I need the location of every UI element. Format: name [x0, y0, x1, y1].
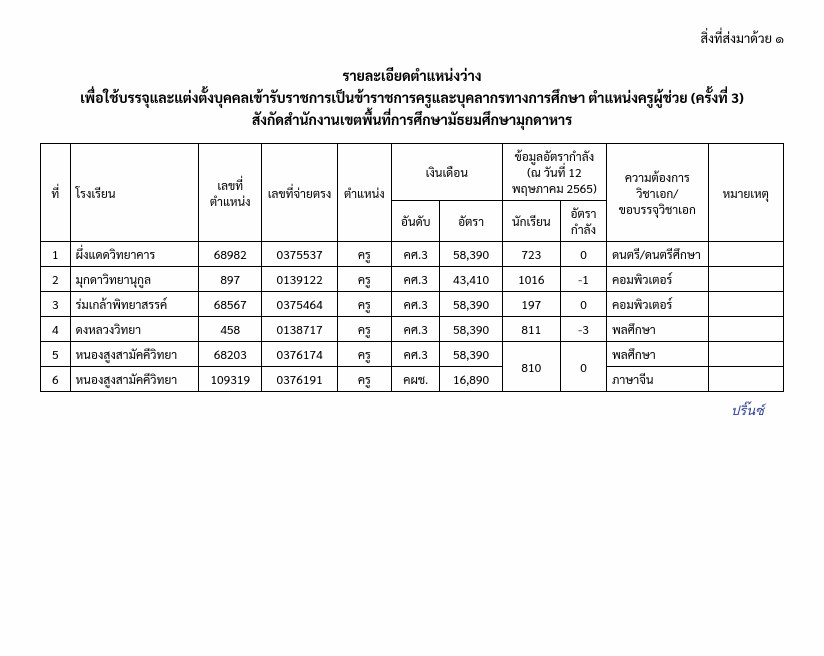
table-row: 2 มุกดาวิทยานุกูล 897 0139122 ครู คศ.3 4… [41, 267, 784, 292]
cell-rank: คศ.3 [391, 242, 440, 267]
cell-school: หนองสูงสามัคคีวิทยา [70, 342, 198, 367]
cell-posid: 897 [199, 267, 262, 292]
th-headcount-l1: ข้อมูลอัตรากำลัง [515, 148, 595, 164]
cell-payid: 0138717 [262, 317, 337, 342]
cell-strength: 0 [560, 242, 606, 267]
cell-students: 811 [502, 317, 560, 342]
table-row: 1 ผึ่งแดดวิทยาคาร 68982 0375537 ครู คศ.3… [41, 242, 784, 267]
cell-salary: 58,390 [440, 317, 502, 342]
title-line-2: เพื่อใช้บรรจุและแต่งตั้งบุคคลเข้ารับราชก… [40, 89, 784, 107]
cell-salary: 58,390 [440, 292, 502, 317]
cell-remark [708, 367, 783, 392]
cell-strength: -1 [560, 267, 606, 292]
cell-position: ครู [337, 367, 391, 392]
cell-rank: คศ.3 [391, 292, 440, 317]
cell-posid: 458 [199, 317, 262, 342]
cell-payid: 0375464 [262, 292, 337, 317]
table-header-row-1: ที่ โรงเรียน เลขที่ตำแหน่ง เลขที่จ่ายตรง… [41, 144, 784, 201]
th-subject-l1: ความต้องการ [625, 169, 690, 185]
cell-position: ครู [337, 267, 391, 292]
cell-posid: 68203 [199, 342, 262, 367]
cell-school: ร่มเกล้าพิทยาสรรค์ [70, 292, 198, 317]
cell-idx: 2 [41, 267, 71, 292]
cell-rank: คศ.3 [391, 267, 440, 292]
cell-salary: 43,410 [440, 267, 502, 292]
cell-remark [708, 242, 783, 267]
cell-idx: 6 [41, 367, 71, 392]
positions-table: ที่ โรงเรียน เลขที่ตำแหน่ง เลขที่จ่ายตรง… [40, 143, 784, 392]
cell-salary: 58,390 [440, 342, 502, 367]
cell-school: ผึ่งแดดวิทยาคาร [70, 242, 198, 267]
cell-students-merged: 810 [502, 342, 560, 392]
th-salary-group: เงินเดือน [391, 144, 502, 201]
signature: ปริ๊นซ์ [40, 400, 784, 421]
cell-remark [708, 292, 783, 317]
cell-position: ครู [337, 292, 391, 317]
th-subject-l2: วิชาเอก/ [636, 185, 678, 201]
cell-subject: คอมพิวเตอร์ [607, 267, 709, 292]
table-row: 6 หนองสูงสามัคคีวิทยา 109319 0376191 ครู… [41, 367, 784, 392]
th-idx: ที่ [41, 144, 71, 242]
th-remark: หมายเหตุ [708, 144, 783, 242]
cell-salary: 16,890 [440, 367, 502, 392]
cell-rank: คศ.3 [391, 342, 440, 367]
cell-students: 1016 [502, 267, 560, 292]
th-rank: อันดับ [391, 201, 440, 242]
th-headcount-l2: (ณ วันที่ 12 [527, 164, 582, 180]
cell-students: 723 [502, 242, 560, 267]
cell-subject: ภาษาจีน [607, 367, 709, 392]
cell-position: ครู [337, 317, 391, 342]
cell-school: มุกดาวิทยานุกูล [70, 267, 198, 292]
th-headcount-group: ข้อมูลอัตรากำลัง (ณ วันที่ 12 พฤษภาคม 25… [502, 144, 606, 201]
cell-remark [708, 317, 783, 342]
th-subject-l3: ขอบรรจุวิชาเอก [619, 201, 696, 217]
th-position: ตำแหน่ง [337, 144, 391, 242]
title-line-1: รายละเอียดตำแหน่งว่าง [40, 67, 784, 85]
title-line-3: สังกัดสำนักงานเขตพื้นที่การศึกษามัธยมศึก… [40, 111, 784, 129]
cell-position: ครู [337, 242, 391, 267]
cell-strength: 0 [560, 292, 606, 317]
th-payid: เลขที่จ่ายตรง [262, 144, 337, 242]
cell-subject: พลศึกษา [607, 317, 709, 342]
cell-rank: คผช. [391, 367, 440, 392]
cell-rank: คศ.3 [391, 317, 440, 342]
cell-posid: 109319 [199, 367, 262, 392]
cell-subject: ดนตรี/ดนตรีศึกษา [607, 242, 709, 267]
cell-posid: 68982 [199, 242, 262, 267]
th-posid: เลขที่ตำแหน่ง [199, 144, 262, 242]
cell-strength: -3 [560, 317, 606, 342]
cell-salary: 58,390 [440, 242, 502, 267]
th-subject: ความต้องการ วิชาเอก/ ขอบรรจุวิชาเอก [607, 144, 709, 242]
cell-school: ดงหลวงวิทยา [70, 317, 198, 342]
cell-position: ครู [337, 342, 391, 367]
cell-remark [708, 342, 783, 367]
cell-posid: 68567 [199, 292, 262, 317]
cell-students: 197 [502, 292, 560, 317]
cell-idx: 5 [41, 342, 71, 367]
cell-subject: พลศึกษา [607, 342, 709, 367]
table-row: 3 ร่มเกล้าพิทยาสรรค์ 68567 0375464 ครู ค… [41, 292, 784, 317]
cell-subject: คอมพิวเตอร์ [607, 292, 709, 317]
cell-idx: 1 [41, 242, 71, 267]
cell-payid: 0376191 [262, 367, 337, 392]
cell-payid: 0139122 [262, 267, 337, 292]
table-row: 4 ดงหลวงวิทยา 458 0138717 ครู คศ.3 58,39… [41, 317, 784, 342]
table-row: 5 หนองสูงสามัคคีวิทยา 68203 0376174 ครู … [41, 342, 784, 367]
cell-idx: 4 [41, 317, 71, 342]
cell-payid: 0375537 [262, 242, 337, 267]
cell-school: หนองสูงสามัคคีวิทยา [70, 367, 198, 392]
th-headcount-l3: พฤษภาคม 2565) [512, 180, 597, 196]
th-rate: อัตรา [440, 201, 502, 242]
cell-strength-merged: 0 [560, 342, 606, 392]
cell-payid: 0376174 [262, 342, 337, 367]
th-school: โรงเรียน [70, 144, 198, 242]
attachment-note: สิ่งที่ส่งมาด้วย ๑ [40, 30, 784, 47]
cell-remark [708, 267, 783, 292]
th-students: นักเรียน [502, 201, 560, 242]
cell-idx: 3 [41, 292, 71, 317]
th-strength: อัตรากำลัง [560, 201, 606, 242]
table-body: 1 ผึ่งแดดวิทยาคาร 68982 0375537 ครู คศ.3… [41, 242, 784, 392]
